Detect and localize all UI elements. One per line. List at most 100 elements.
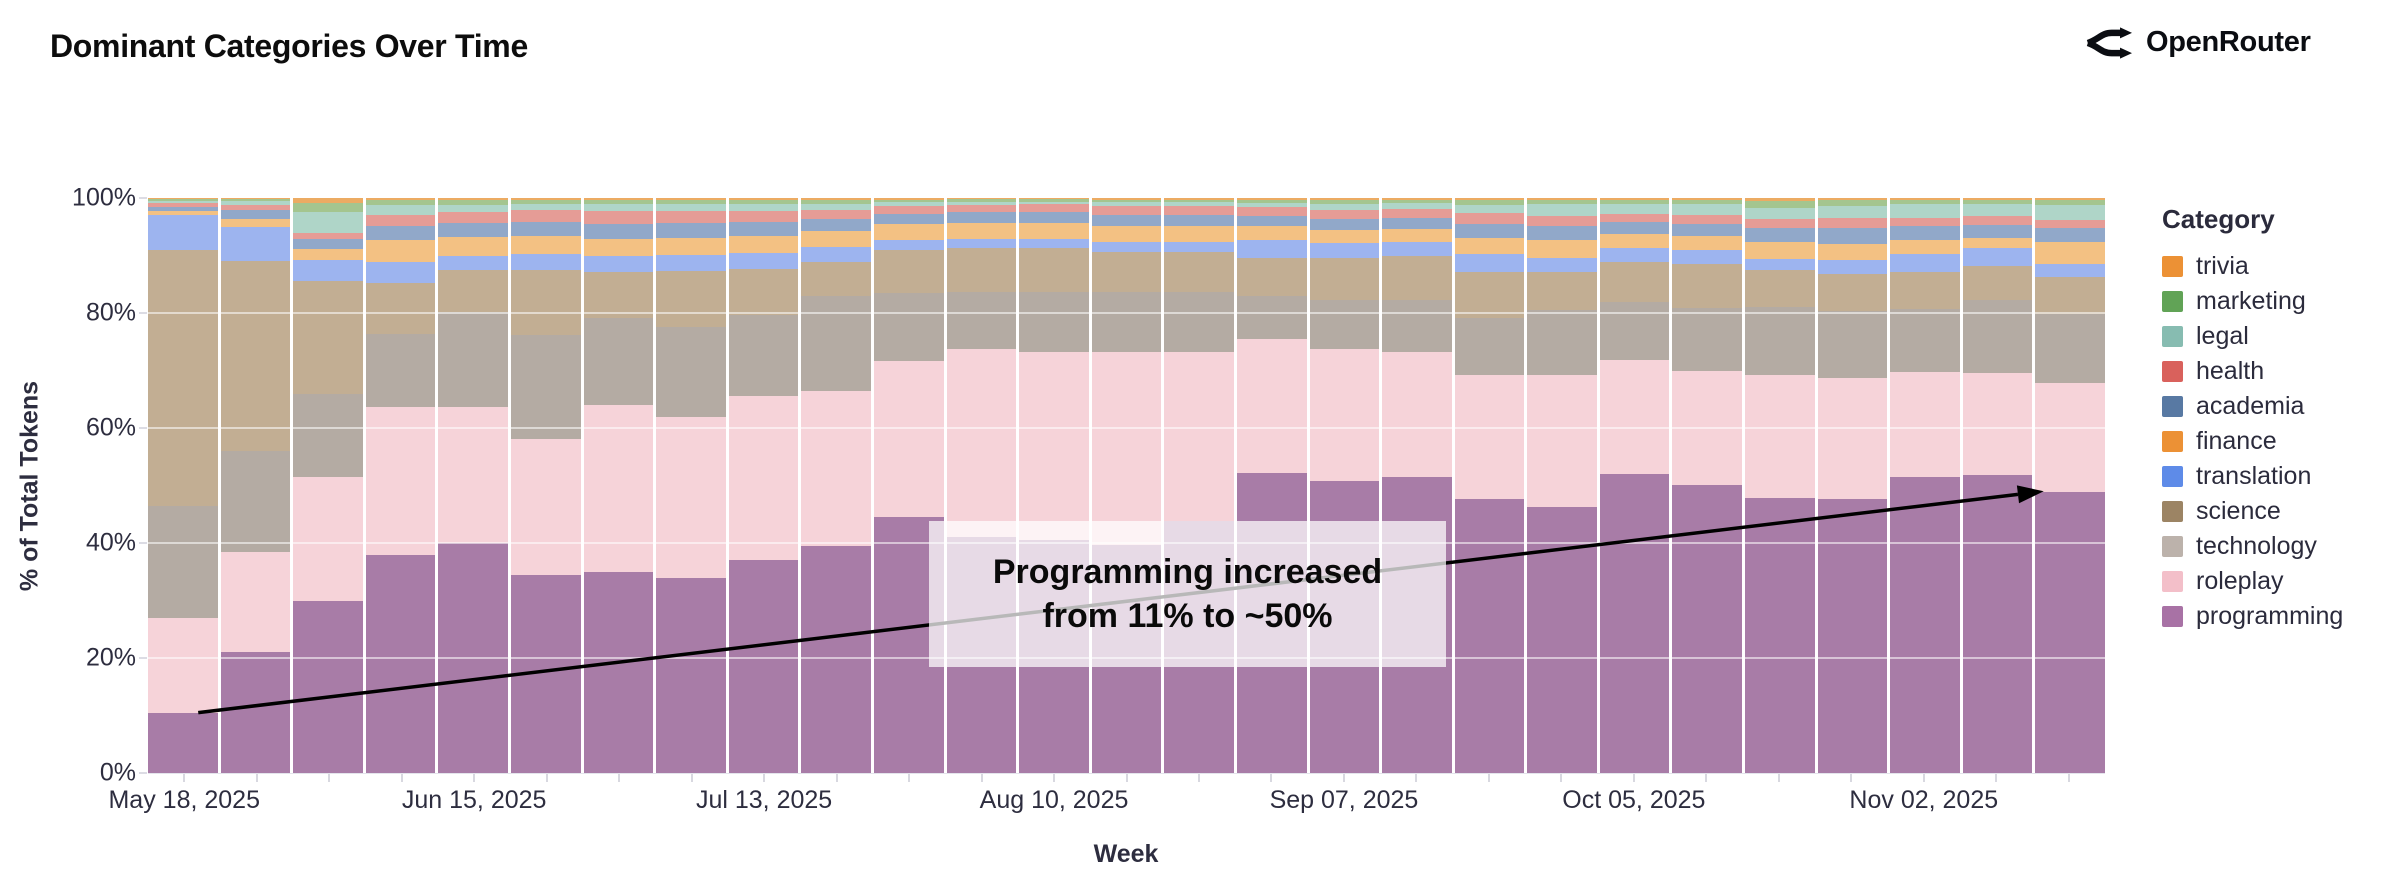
bar-segment-legal bbox=[2035, 204, 2106, 220]
bar-segment-technology bbox=[293, 393, 363, 477]
bar-week-Aug 03, 2025 bbox=[946, 198, 1017, 773]
bar-segment-finance bbox=[1019, 223, 1089, 240]
bar-segment-science bbox=[1309, 257, 1380, 300]
bar-segment-science bbox=[873, 249, 944, 294]
bar-segment-roleplay bbox=[728, 396, 799, 561]
openrouter-wordmark: OpenRouter bbox=[2146, 26, 2311, 58]
bar-segment-finance bbox=[1672, 235, 1743, 250]
bar-segment-science bbox=[1745, 269, 1815, 307]
bar-segment-health bbox=[148, 203, 218, 207]
bar-segment-health bbox=[510, 210, 581, 223]
bar-segment-translation bbox=[510, 253, 581, 270]
x-tick-mark bbox=[1197, 774, 1200, 782]
bar-segment-programming bbox=[2035, 491, 2106, 773]
bar-segment-translation bbox=[148, 215, 218, 250]
bar-segment-technology bbox=[1454, 317, 1525, 376]
y-tick-label: 40% bbox=[85, 528, 136, 557]
bar-segment-legal bbox=[873, 202, 944, 207]
bar-segment-legal bbox=[946, 201, 1017, 205]
bar-segment-trivia bbox=[873, 198, 944, 200]
gridline-60 bbox=[148, 427, 2105, 429]
bar-segment-finance bbox=[438, 237, 508, 256]
bar-segment-translation bbox=[1745, 258, 1815, 270]
bar-week-Sep 28, 2025 bbox=[1527, 198, 1597, 773]
bar-segment-legal bbox=[1164, 202, 1234, 207]
bar-segment-finance bbox=[365, 240, 436, 262]
bar-segment-finance bbox=[1962, 238, 2033, 249]
legend-item-finance: finance bbox=[2162, 424, 2343, 459]
bar-segment-academia bbox=[148, 206, 218, 211]
annotation-box: Programming increased from 11% to ~50% bbox=[929, 521, 1446, 667]
bar-segment-legal bbox=[293, 212, 363, 233]
bar-segment-technology bbox=[1599, 301, 1670, 360]
bar-segment-roleplay bbox=[1454, 375, 1525, 499]
y-tick-label: 0% bbox=[99, 758, 136, 787]
y-tick-mark bbox=[139, 657, 147, 659]
bar-segment-translation bbox=[438, 255, 508, 270]
x-tick-mark bbox=[328, 774, 331, 782]
bar-segment-technology bbox=[1962, 299, 2033, 374]
bar-segment-programming bbox=[220, 652, 291, 773]
bar-segment-marketing bbox=[1745, 200, 1815, 208]
bar-segment-technology bbox=[1091, 292, 1162, 352]
bar-segment-programming bbox=[148, 712, 218, 773]
bar-segment-trivia bbox=[1236, 198, 1307, 200]
bar-segment-translation bbox=[1091, 242, 1162, 253]
bar-segment-health bbox=[1672, 215, 1743, 224]
bar-segment-translation bbox=[1382, 242, 1452, 257]
bar-week-Jul 20, 2025 bbox=[801, 198, 871, 773]
legend-swatch-health bbox=[2162, 361, 2183, 382]
x-tick-label: May 18, 2025 bbox=[108, 786, 260, 814]
bar-segment-translation bbox=[1527, 257, 1597, 272]
bar-segment-finance bbox=[1454, 237, 1525, 254]
bar-segment-marketing bbox=[1527, 199, 1597, 205]
bar-segment-finance bbox=[1599, 234, 1670, 249]
bar-segment-health bbox=[1309, 210, 1380, 220]
bar-segment-academia bbox=[510, 222, 581, 236]
bar-segment-trivia bbox=[1672, 198, 1743, 200]
bar-segment-academia bbox=[438, 223, 508, 238]
bar-segment-academia bbox=[873, 214, 944, 224]
x-tick-mark bbox=[400, 774, 403, 782]
legend-swatch-translation bbox=[2162, 466, 2183, 487]
bar-segment-programming bbox=[1962, 475, 2033, 773]
bar-segment-academia bbox=[293, 239, 363, 249]
bar-segment-academia bbox=[728, 222, 799, 236]
bar-week-Jul 13, 2025 bbox=[728, 198, 799, 773]
bar-segment-science bbox=[293, 281, 363, 394]
bar-segment-legal bbox=[728, 204, 799, 211]
bar-segment-roleplay bbox=[801, 391, 871, 546]
bar-segment-roleplay bbox=[1817, 377, 1888, 499]
bar-segment-roleplay bbox=[1527, 374, 1597, 507]
bar-segment-legal bbox=[1454, 204, 1525, 213]
bar-week-Oct 12, 2025 bbox=[1672, 198, 1743, 773]
bar-segment-science bbox=[583, 271, 654, 318]
bar-segment-translation bbox=[1309, 243, 1380, 258]
bar-segment-marketing bbox=[1019, 199, 1089, 202]
y-tick-label: 100% bbox=[72, 183, 136, 212]
bar-segment-finance bbox=[1527, 240, 1597, 258]
bar-segment-science bbox=[1019, 248, 1089, 292]
bar-segment-health bbox=[946, 204, 1017, 213]
legend-swatch-programming bbox=[2162, 606, 2183, 627]
bar-segment-health bbox=[873, 206, 944, 215]
bar-segment-trivia bbox=[148, 198, 218, 200]
bar-segment-science bbox=[1454, 271, 1525, 318]
legend-swatch-legal bbox=[2162, 326, 2183, 347]
bar-week-Oct 19, 2025 bbox=[1745, 198, 1815, 773]
legend-label: marketing bbox=[2196, 287, 2306, 315]
bar-segment-trivia bbox=[1019, 198, 1089, 200]
bar-segment-technology bbox=[1817, 311, 1888, 378]
x-tick-mark bbox=[473, 774, 476, 782]
bar-segment-trivia bbox=[946, 198, 1017, 200]
bar-segment-translation bbox=[220, 227, 291, 262]
bar-segment-roleplay bbox=[1309, 349, 1380, 481]
bar-segment-translation bbox=[583, 255, 654, 272]
bar-segment-legal bbox=[1309, 203, 1380, 211]
legend-item-academia: academia bbox=[2162, 389, 2343, 424]
bar-week-Jul 27, 2025 bbox=[873, 198, 944, 773]
x-tick-mark bbox=[980, 774, 983, 782]
bar-segment-academia bbox=[801, 219, 871, 232]
bar-segment-technology bbox=[438, 311, 508, 408]
bar-segment-science bbox=[656, 271, 726, 327]
